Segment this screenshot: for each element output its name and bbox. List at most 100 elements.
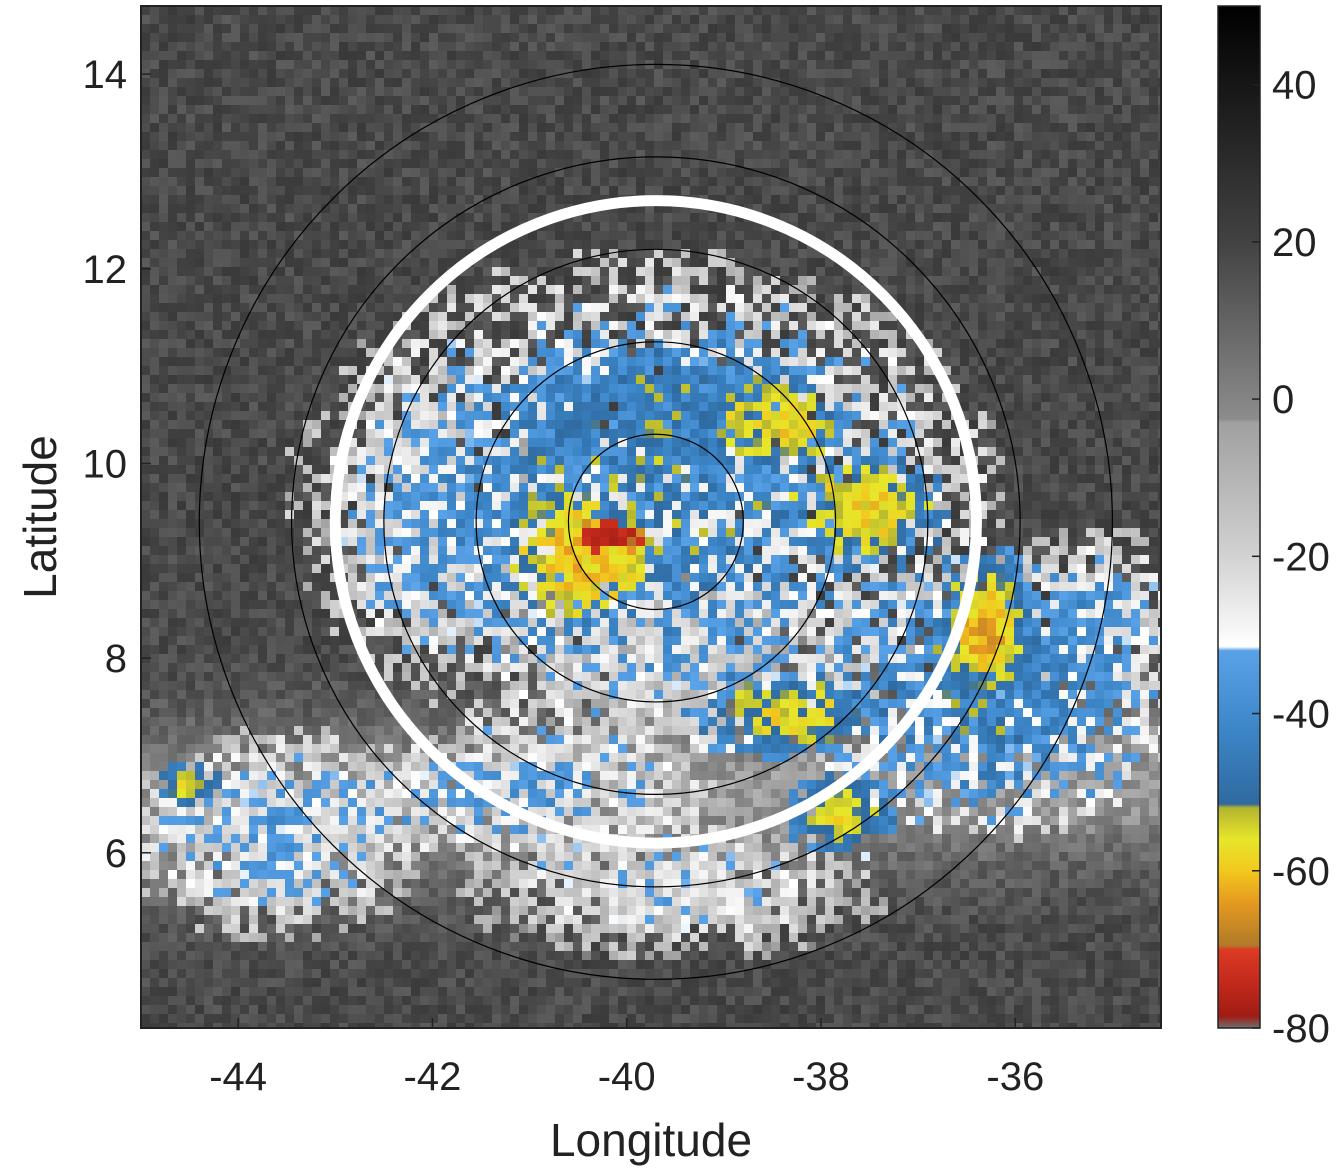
heatmap-cell: [483, 114, 493, 124]
heatmap-cell: [816, 285, 826, 295]
heatmap-cell: [204, 15, 214, 25]
heatmap-cell: [276, 123, 286, 133]
heatmap-cell: [537, 303, 547, 313]
heatmap-cell: [933, 249, 943, 259]
heatmap-cell: [276, 321, 286, 331]
heatmap-cell: [852, 231, 862, 241]
heatmap-cell: [771, 60, 781, 70]
heatmap-cell: [168, 348, 178, 358]
heatmap-cell: [591, 330, 601, 340]
heatmap-cell: [474, 42, 484, 52]
heatmap-cell: [456, 240, 466, 250]
heatmap-cell: [753, 321, 763, 331]
heatmap-cell: [150, 105, 160, 115]
heatmap-cell: [1059, 303, 1069, 313]
heatmap-cell: [411, 384, 421, 394]
heatmap-cell: [636, 51, 646, 61]
heatmap-cell: [600, 240, 610, 250]
heatmap-cell: [825, 285, 835, 295]
heatmap-cell: [1149, 96, 1159, 106]
heatmap-cell: [267, 258, 277, 268]
heatmap-cell: [861, 168, 871, 178]
heatmap-cell: [717, 60, 727, 70]
heatmap-cell: [816, 312, 826, 322]
heatmap-cell: [852, 204, 862, 214]
heatmap-cell: [240, 375, 250, 385]
heatmap-cell: [627, 24, 637, 34]
heatmap-cell: [762, 105, 772, 115]
heatmap-cell: [1014, 78, 1024, 88]
heatmap-cell: [573, 339, 583, 349]
heatmap-cell: [573, 357, 583, 367]
heatmap-cell: [483, 276, 493, 286]
heatmap-cell: [1140, 60, 1150, 70]
heatmap-cell: [987, 87, 997, 97]
heatmap-cell: [375, 42, 385, 52]
heatmap-cell: [528, 24, 538, 34]
heatmap-cell: [438, 168, 448, 178]
heatmap-cell: [834, 42, 844, 52]
heatmap-cell: [960, 375, 970, 385]
heatmap-cell: [879, 150, 889, 160]
heatmap-cell: [141, 321, 151, 331]
heatmap-cell: [573, 393, 583, 403]
heatmap-cell: [1041, 42, 1051, 52]
heatmap-cell: [888, 15, 898, 25]
heatmap-cell: [987, 231, 997, 241]
heatmap-cell: [519, 213, 529, 223]
heatmap-cell: [906, 42, 916, 52]
heatmap-cell: [186, 60, 196, 70]
heatmap-cell: [906, 204, 916, 214]
heatmap-cell: [834, 285, 844, 295]
heatmap-cell: [627, 51, 637, 61]
heatmap-cell: [492, 123, 502, 133]
heatmap-cell: [591, 240, 601, 250]
heatmap-cell: [411, 51, 421, 61]
heatmap-cell: [1086, 78, 1096, 88]
heatmap-cell: [987, 150, 997, 160]
heatmap-cell: [807, 321, 817, 331]
heatmap-cell: [735, 222, 745, 232]
heatmap-cell: [195, 204, 205, 214]
heatmap-cell: [375, 114, 385, 124]
heatmap-cell: [447, 330, 457, 340]
heatmap-cell: [825, 150, 835, 160]
heatmap-cell: [501, 312, 511, 322]
heatmap-cell: [456, 123, 466, 133]
heatmap-cell: [375, 150, 385, 160]
heatmap-cell: [663, 339, 673, 349]
heatmap-cell: [222, 168, 232, 178]
heatmap-cell: [483, 51, 493, 61]
heatmap-cell: [1104, 276, 1114, 286]
heatmap-cell: [906, 24, 916, 34]
heatmap-cell: [555, 150, 565, 160]
heatmap-cell: [168, 222, 178, 232]
heatmap-cell: [438, 330, 448, 340]
heatmap-cell: [1104, 42, 1114, 52]
heatmap-cell: [402, 15, 412, 25]
heatmap-cell: [645, 69, 655, 79]
heatmap-cell: [303, 303, 313, 313]
heatmap-cell: [1122, 222, 1132, 232]
heatmap-cell: [1131, 384, 1141, 394]
heatmap-cell: [366, 303, 376, 313]
heatmap-cell: [870, 231, 880, 241]
heatmap-cell: [537, 330, 547, 340]
heatmap-cell: [510, 366, 520, 376]
heatmap-cell: [582, 258, 592, 268]
heatmap-cell: [1077, 78, 1087, 88]
heatmap-cell: [1077, 87, 1087, 97]
heatmap-cell: [969, 240, 979, 250]
heatmap-cell: [1140, 105, 1150, 115]
heatmap-cell: [771, 213, 781, 223]
heatmap-cell: [843, 222, 853, 232]
heatmap-cell: [744, 141, 754, 151]
heatmap-cell: [1005, 258, 1015, 268]
heatmap-cell: [1023, 114, 1033, 124]
heatmap-cell: [906, 339, 916, 349]
heatmap-cell: [546, 321, 556, 331]
heatmap-cell: [186, 150, 196, 160]
heatmap-cell: [888, 132, 898, 142]
heatmap-cell: [708, 249, 718, 259]
heatmap-cell: [753, 330, 763, 340]
